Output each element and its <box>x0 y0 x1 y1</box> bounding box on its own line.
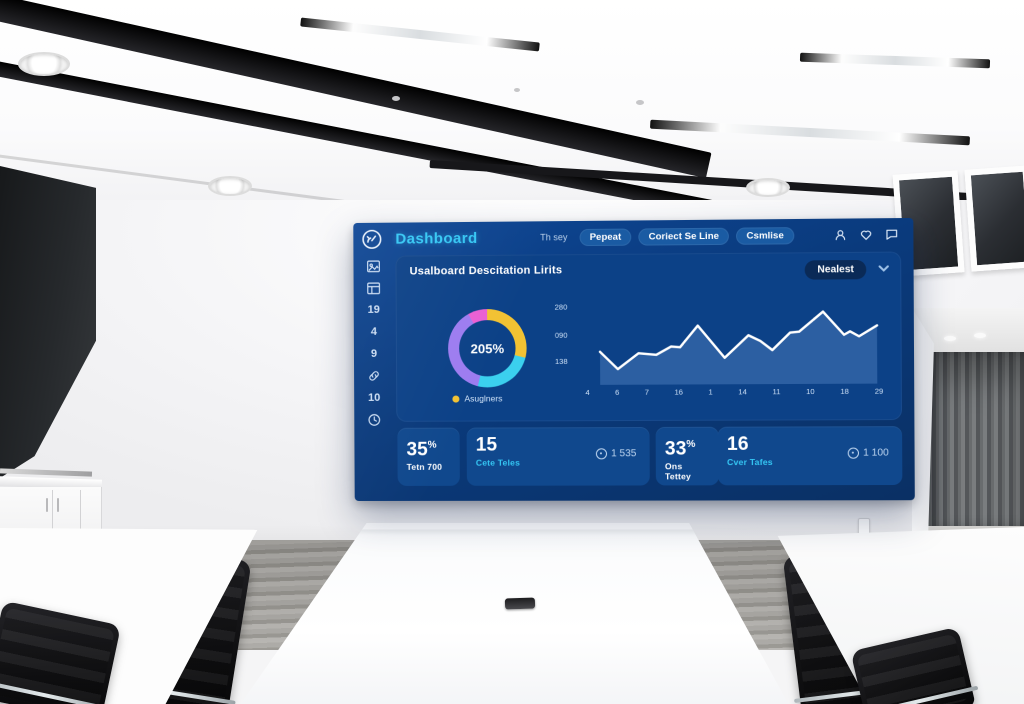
nav-button-coriect-se-line[interactable]: Coriect Se Line <box>638 227 730 246</box>
downlight <box>18 52 70 76</box>
y-tick-label: 280 <box>554 302 568 312</box>
main-panel: Usalboard Descitation Lirits Nealest 205… <box>395 251 903 422</box>
x-tick-label: 11 <box>772 387 781 397</box>
stat-card: 33% Ons Tettey <box>655 426 719 486</box>
target-icon <box>595 448 608 460</box>
chart-area-fill <box>599 311 878 385</box>
stat-card: 16 Cver Tafes 1 100 <box>717 426 903 486</box>
y-axis-labels: 280 090 138 <box>555 298 582 385</box>
sidebar-item-19[interactable]: 19 <box>367 303 380 316</box>
donut-center-label: 205% <box>470 340 505 356</box>
chat-icon[interactable] <box>885 227 899 241</box>
slides-icon <box>367 281 380 294</box>
x-tick-label: 6 <box>615 387 620 397</box>
x-tick-label: 29 <box>874 386 884 396</box>
sidebar-item-9[interactable]: 9 <box>370 347 378 360</box>
cabinet-door-seam <box>80 490 81 558</box>
x-tick-label: 4 <box>585 387 590 398</box>
x-tick-label: 10 <box>806 386 815 397</box>
downlight <box>208 176 252 196</box>
y-tick-label: 090 <box>554 330 568 340</box>
ceiling-sensor <box>392 96 400 101</box>
chevron-down-icon[interactable] <box>879 265 889 272</box>
ceiling-sensor <box>514 88 520 92</box>
hallway-jamb <box>912 308 934 562</box>
stat-value: 35% <box>406 439 437 461</box>
nav-button-pepeat[interactable]: Pepeat <box>579 228 632 246</box>
nav-button-csmlise[interactable]: Csmlise <box>736 226 795 245</box>
line-chart: 280 090 138 4 6 7 16 1 14 11 10 18 29 <box>555 296 888 399</box>
sidebar: 19 4 9 10 <box>353 257 394 501</box>
stat-card: 35% Tetn 700 <box>397 427 460 486</box>
linear-light-strip <box>300 17 540 52</box>
legend-dot <box>452 395 460 403</box>
stat-extra: 1 100 <box>847 447 889 459</box>
stat-card: 15 Cete Teles 1 535 <box>466 426 650 486</box>
nav-pills: Pepeat Coriect Se Line Csmlise <box>579 226 795 246</box>
hallway-downlight <box>944 336 956 341</box>
panel-title: Usalboard Descitation Lirits <box>409 264 563 278</box>
downlight <box>746 178 790 197</box>
sidebar-item-clock[interactable] <box>367 413 381 427</box>
ceiling <box>0 0 1024 215</box>
y-tick-label: 138 <box>554 356 568 366</box>
page-title: Dashboard <box>395 229 478 248</box>
link-icon <box>369 370 379 381</box>
sidebar-item-slides[interactable] <box>367 281 381 295</box>
target-icon <box>847 447 860 459</box>
hallway-downlight <box>974 333 986 338</box>
x-tick-label: 16 <box>674 387 683 397</box>
sidebar-item-photo[interactable] <box>366 259 380 273</box>
cabinet-door-seam <box>52 490 53 558</box>
linear-light-strip <box>649 119 971 146</box>
x-tick-label: 14 <box>738 387 747 397</box>
cabinet-handle[interactable] <box>46 498 48 512</box>
gauge-logo-icon <box>362 229 382 249</box>
filter-dropdown[interactable]: Nealest <box>805 259 867 280</box>
linear-light-strip <box>799 52 991 69</box>
stat-extra: 1 535 <box>595 448 636 460</box>
user-icon[interactable] <box>833 228 847 242</box>
x-axis-labels: 4 6 7 16 1 14 11 10 18 29 <box>585 387 883 399</box>
table-cable-hatch[interactable] <box>504 597 536 610</box>
sidebar-item-10[interactable]: 10 <box>368 391 381 404</box>
wall-dashboard-screen: Dashboard Th sey Pepeat Coriect Se Line … <box>353 217 915 502</box>
light-switch[interactable] <box>858 518 870 535</box>
photo-icon <box>366 259 380 272</box>
x-tick-label: 18 <box>840 386 849 396</box>
ceiling-sensor <box>636 100 644 105</box>
stat-label: Tetn 700 <box>406 462 443 473</box>
cabinet-handle[interactable] <box>57 498 59 512</box>
dashboard-header: Dashboard Th sey Pepeat Coriect Se Line … <box>353 218 913 255</box>
heart-icon[interactable] <box>859 227 873 241</box>
stat-value: 33% <box>664 438 696 460</box>
hallway <box>912 308 1024 562</box>
stat-label: Ons Tettey <box>664 461 692 482</box>
line-chart-plot <box>585 300 883 385</box>
window-pane <box>963 165 1024 272</box>
nav-text: Th sey <box>540 232 568 243</box>
clock-icon <box>368 413 380 426</box>
legend-label: Asuglners <box>464 393 503 404</box>
slat-wall <box>928 352 1024 528</box>
sidebar-item-link[interactable] <box>367 369 381 383</box>
x-tick-label: 7 <box>644 387 650 397</box>
sidebar-item-4[interactable]: 4 <box>370 325 377 338</box>
donut-legend: Asuglners <box>452 393 503 404</box>
x-tick-label: 1 <box>708 387 713 397</box>
